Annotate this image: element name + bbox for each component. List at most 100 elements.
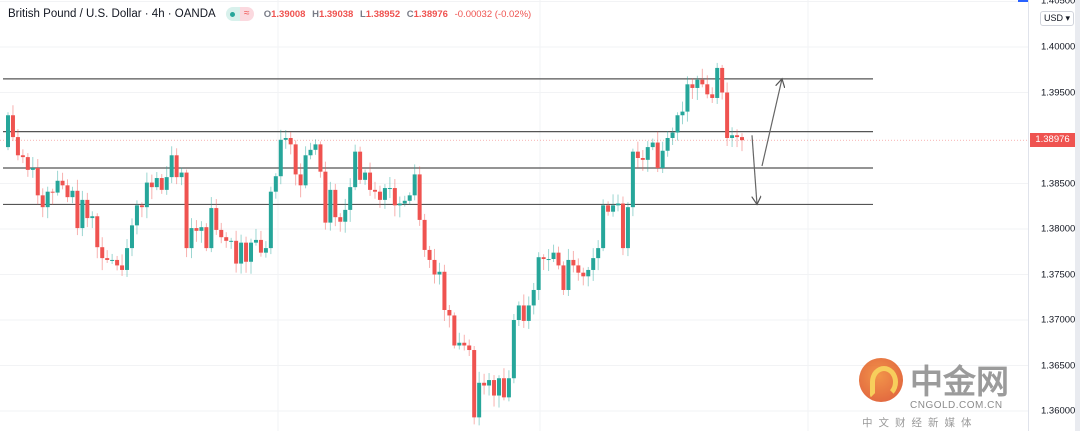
- candle-down: [561, 265, 566, 290]
- candle-up: [239, 242, 244, 264]
- candle-down: [620, 203, 625, 249]
- candle-down: [25, 157, 30, 170]
- candle-down: [392, 188, 397, 206]
- candle-down: [65, 185, 70, 198]
- candle-up: [45, 191, 50, 208]
- candle-up: [665, 138, 670, 151]
- close-label: C: [406, 8, 414, 20]
- candle-up: [457, 342, 462, 346]
- candle-up: [169, 155, 174, 178]
- candle-down: [15, 137, 20, 156]
- cngold-watermark: 中金网 CNGOLD.COM.CN 中文财经新媒体: [858, 355, 1023, 431]
- candle-down: [149, 182, 154, 188]
- candle-up: [263, 248, 268, 253]
- candle-up: [412, 174, 417, 196]
- candle-down: [85, 199, 90, 219]
- candle-up: [144, 182, 149, 208]
- candle-down: [581, 272, 586, 277]
- candle-down: [655, 142, 660, 169]
- candle-up: [616, 203, 621, 206]
- candle-down: [576, 265, 581, 273]
- candle-up: [601, 205, 606, 249]
- candle-down: [105, 258, 110, 260]
- low-value: 1.38952: [365, 8, 401, 20]
- price-axis[interactable]: 1.36000 1.36500 1.37000 1.37500 1.38000 1.385…: [1028, 0, 1076, 431]
- candle-up: [164, 177, 169, 190]
- candle-down: [700, 79, 705, 85]
- candle-down: [100, 247, 105, 259]
- candle-up: [536, 257, 541, 290]
- candle-down: [20, 155, 25, 158]
- ohlc-values: O1.39008 H1.39038 L1.38952 C1.38976 -0.0…: [264, 9, 535, 20]
- price-tick-label: 1.36500: [1041, 360, 1076, 371]
- candle-up: [506, 378, 511, 398]
- candle-down: [35, 168, 40, 196]
- candle-up: [496, 378, 501, 396]
- candle-down: [472, 350, 477, 418]
- candle-up: [611, 205, 616, 212]
- candle-up: [680, 111, 685, 116]
- candle-down: [467, 345, 472, 351]
- candle-down: [720, 67, 725, 93]
- price-tick-label: 1.37000: [1041, 314, 1076, 326]
- candle-down: [606, 205, 611, 212]
- arrow-up: [761, 79, 782, 167]
- candle-down: [298, 174, 303, 186]
- price-tick-label: 1.36000: [1041, 405, 1076, 417]
- candle-up: [273, 176, 278, 192]
- change-value: -0.00032 (-0.02%): [454, 8, 532, 20]
- price-tick-label: 1.37500: [1041, 269, 1076, 280]
- candle-down: [482, 382, 487, 386]
- candle-up: [516, 305, 521, 320]
- candle-up: [70, 190, 75, 198]
- candle-down: [740, 137, 744, 141]
- candle-up: [715, 67, 720, 98]
- watermark-domain: CNGOLD.COM.CN: [910, 400, 1003, 411]
- watermark-name: 中金网: [910, 362, 1009, 401]
- candle-up: [278, 139, 283, 177]
- candle-up: [387, 188, 392, 190]
- open-value: 1.39008: [271, 8, 306, 20]
- currency-dropdown[interactable]: USD ▾: [1040, 11, 1075, 26]
- candle-down: [60, 180, 65, 186]
- candlestick-chart[interactable]: [0, 0, 1028, 431]
- candle-down: [120, 265, 125, 270]
- candle-down: [640, 158, 645, 160]
- open-label: O: [263, 8, 272, 20]
- candle-up: [268, 191, 273, 249]
- candle-down: [204, 227, 209, 249]
- candle-up: [407, 195, 412, 201]
- candle-up: [253, 239, 258, 243]
- candle-up: [6, 115, 10, 148]
- candle-up: [591, 258, 596, 270]
- symbol-title[interactable]: British Pound / U.S. Dollar · 4h · OANDA: [8, 8, 216, 20]
- high-label: H: [312, 8, 319, 20]
- candle-up: [511, 320, 516, 379]
- candle-down: [442, 271, 447, 310]
- candle-up: [685, 84, 690, 112]
- candle-down: [635, 151, 640, 159]
- candle-down: [293, 144, 298, 175]
- candle-down: [323, 171, 328, 223]
- candle-down: [75, 190, 80, 229]
- right-scrollbar[interactable]: [1075, 0, 1080, 431]
- candle-up: [199, 227, 204, 231]
- candle-up: [586, 269, 591, 277]
- candle-down: [184, 172, 189, 249]
- last-price-label: 1.38976: [1030, 133, 1075, 148]
- candle-up: [283, 138, 288, 140]
- candle-up: [154, 178, 159, 188]
- candle-up: [526, 305, 531, 321]
- candle-down: [333, 189, 338, 218]
- candle-up: [134, 205, 139, 226]
- candle-up: [695, 79, 700, 88]
- candle-down: [377, 191, 382, 200]
- market-status-badge[interactable]: ≈: [225, 7, 254, 21]
- candle-up: [249, 242, 254, 262]
- candle-up: [551, 252, 556, 260]
- arrow-down: [751, 135, 757, 204]
- candle-down: [159, 178, 164, 190]
- candle-up: [343, 209, 348, 222]
- candle-up: [328, 189, 333, 223]
- price-tick-label: 1.39500: [1041, 87, 1076, 98]
